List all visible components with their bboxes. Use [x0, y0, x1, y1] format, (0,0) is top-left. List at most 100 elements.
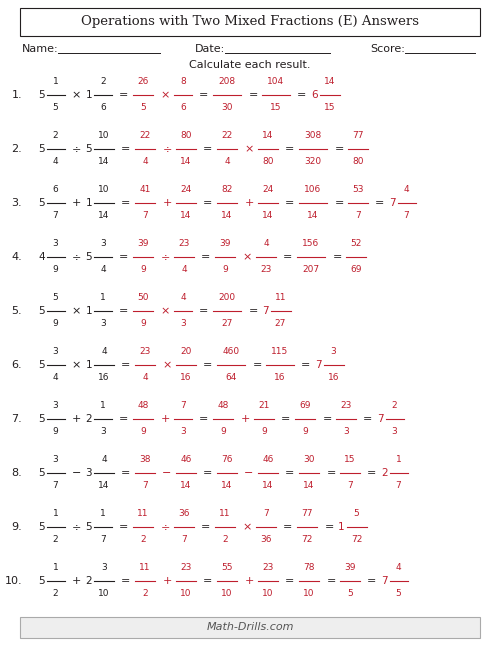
Text: 9: 9 [52, 265, 59, 274]
Text: 53: 53 [352, 186, 364, 195]
Text: 1: 1 [86, 306, 92, 316]
Text: 4: 4 [263, 239, 269, 248]
Text: =: = [286, 576, 294, 586]
Text: 14: 14 [324, 78, 335, 87]
Text: =: = [200, 414, 208, 424]
Text: 6: 6 [100, 104, 106, 113]
Text: 4: 4 [38, 252, 44, 262]
Text: ÷: ÷ [160, 252, 170, 262]
Text: 10: 10 [98, 186, 110, 195]
Text: 3: 3 [52, 239, 59, 248]
Text: 15: 15 [324, 104, 335, 113]
Text: 6.: 6. [12, 360, 22, 370]
Text: 10: 10 [303, 589, 315, 598]
Text: 7: 7 [315, 360, 322, 370]
Text: 5: 5 [52, 104, 59, 113]
Text: =: = [284, 252, 292, 262]
Text: 5: 5 [38, 90, 44, 100]
Text: 9: 9 [140, 320, 146, 329]
Text: 16: 16 [98, 373, 110, 382]
Text: 4: 4 [224, 157, 230, 166]
Text: 5: 5 [38, 360, 44, 370]
Text: 3: 3 [101, 564, 107, 573]
Text: 6: 6 [180, 104, 186, 113]
Text: =: = [122, 198, 130, 208]
Text: 82: 82 [222, 186, 232, 195]
Text: ×: × [242, 522, 252, 532]
Text: 50: 50 [137, 294, 149, 303]
Text: 7: 7 [52, 481, 59, 490]
Text: 5: 5 [86, 144, 92, 154]
Text: =: = [204, 360, 212, 370]
Text: Name:: Name: [22, 44, 59, 54]
Text: +: + [160, 414, 170, 424]
Text: 24: 24 [180, 186, 192, 195]
Text: =: = [284, 522, 292, 532]
Text: −: − [244, 468, 254, 478]
Text: 4: 4 [142, 157, 148, 166]
Text: 22: 22 [222, 131, 232, 140]
Text: =: = [200, 90, 208, 100]
Text: ×: × [72, 90, 81, 100]
Text: 14: 14 [98, 157, 110, 166]
Text: 20: 20 [180, 347, 192, 356]
Text: 207: 207 [302, 265, 320, 274]
Text: =: = [204, 468, 212, 478]
Text: 27: 27 [275, 320, 286, 329]
Text: 10.: 10. [4, 576, 22, 586]
Text: 208: 208 [218, 78, 236, 87]
Text: 9: 9 [52, 320, 59, 329]
Text: ×: × [72, 360, 81, 370]
Text: 77: 77 [352, 131, 364, 140]
Text: 1: 1 [86, 198, 92, 208]
Text: 9: 9 [220, 428, 226, 437]
Text: ÷: ÷ [72, 252, 81, 262]
Text: 7: 7 [263, 509, 269, 518]
Text: 2: 2 [392, 402, 398, 410]
Text: 1: 1 [100, 509, 106, 518]
Text: 30: 30 [303, 455, 315, 465]
Text: ×: × [242, 252, 252, 262]
Text: 7: 7 [142, 481, 148, 490]
Text: 7: 7 [396, 481, 402, 490]
Text: 3: 3 [52, 455, 59, 465]
Text: =: = [302, 360, 310, 370]
Text: 41: 41 [140, 186, 150, 195]
Text: 3: 3 [180, 428, 186, 437]
Text: 7: 7 [142, 212, 148, 221]
Text: 5: 5 [52, 294, 59, 303]
Text: 14: 14 [308, 212, 318, 221]
Text: 2: 2 [52, 131, 59, 140]
Text: 5: 5 [38, 468, 44, 478]
Text: 80: 80 [352, 157, 364, 166]
Text: 3: 3 [100, 320, 106, 329]
Text: +: + [162, 576, 172, 586]
Text: =: = [282, 414, 290, 424]
Text: =: = [334, 198, 344, 208]
Text: =: = [120, 414, 128, 424]
Text: 5.: 5. [12, 306, 22, 316]
Text: 7: 7 [262, 306, 268, 316]
Text: 8: 8 [180, 78, 186, 87]
Text: =: = [204, 144, 212, 154]
Text: =: = [200, 306, 208, 316]
Text: 22: 22 [140, 131, 150, 140]
Text: 72: 72 [302, 536, 312, 545]
Text: 3: 3 [100, 239, 106, 248]
Text: 38: 38 [139, 455, 151, 465]
Text: 4.: 4. [11, 252, 22, 262]
Text: ×: × [160, 90, 170, 100]
Text: 11: 11 [137, 509, 149, 518]
Text: 7.: 7. [11, 414, 22, 424]
Text: 36: 36 [260, 536, 272, 545]
Text: 5: 5 [354, 509, 360, 518]
Text: 26: 26 [138, 78, 148, 87]
Text: 14: 14 [262, 212, 274, 221]
Text: =: = [286, 144, 294, 154]
Text: 23: 23 [180, 564, 192, 573]
Text: 2: 2 [381, 468, 388, 478]
Text: 72: 72 [351, 536, 362, 545]
Text: 14: 14 [180, 481, 192, 490]
Text: 3: 3 [343, 428, 349, 437]
Text: =: = [286, 198, 294, 208]
